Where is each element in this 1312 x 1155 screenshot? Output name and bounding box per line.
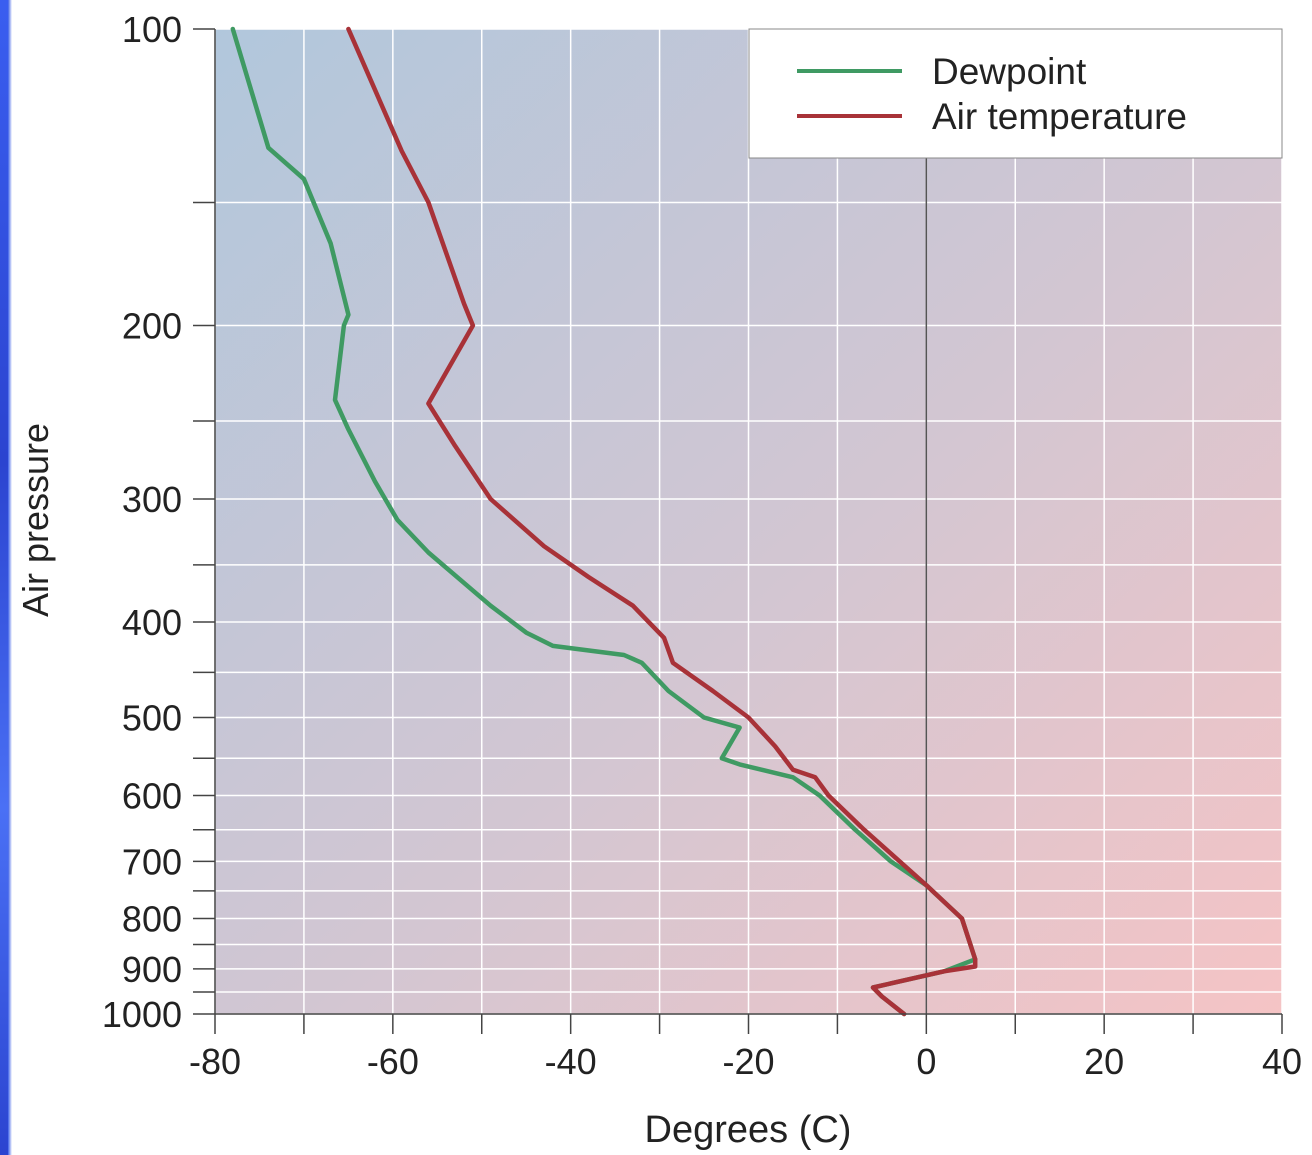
x-tick-label: -20 [722, 1041, 774, 1082]
y-tick-label: 400 [122, 602, 182, 643]
legend: Dewpoint Air temperature [748, 28, 1283, 159]
y-tick-label: 300 [122, 479, 182, 520]
series-group [230, 26, 978, 1017]
x-tick-label: -60 [367, 1041, 419, 1082]
y-tick-label: 700 [122, 841, 182, 882]
y-tick-label: 900 [122, 949, 182, 990]
slide-frame-left [0, 0, 8, 1155]
y-tick-label: 200 [122, 306, 182, 347]
y-axis-label: Air pressure [15, 423, 56, 617]
y-tick-label: 100 [122, 9, 182, 50]
y-tick-label: 1000 [102, 994, 182, 1035]
x-axis-label: Degrees (C) [645, 1109, 852, 1151]
legend-box [748, 28, 1283, 159]
legend-label-air-temperature: Air temperature [932, 96, 1187, 137]
y-tick-label: 600 [122, 775, 182, 816]
grid-lines [214, 28, 1283, 1015]
x-tick-label: 0 [916, 1041, 936, 1082]
x-tick-label: -80 [189, 1041, 241, 1082]
x-tick-label: -40 [545, 1041, 597, 1082]
series-line-air-temperature [346, 26, 978, 1017]
axes [193, 28, 1283, 1034]
x-tick-label: 20 [1084, 1041, 1124, 1082]
legend-label-dewpoint: Dewpoint [932, 51, 1087, 92]
x-tick-label: 40 [1262, 1041, 1302, 1082]
y-tick-label: 500 [122, 697, 182, 738]
x-tick-labels: -80 -60 -40 -20 0 20 40 [189, 1041, 1302, 1082]
y-tick-label: 800 [122, 899, 182, 940]
